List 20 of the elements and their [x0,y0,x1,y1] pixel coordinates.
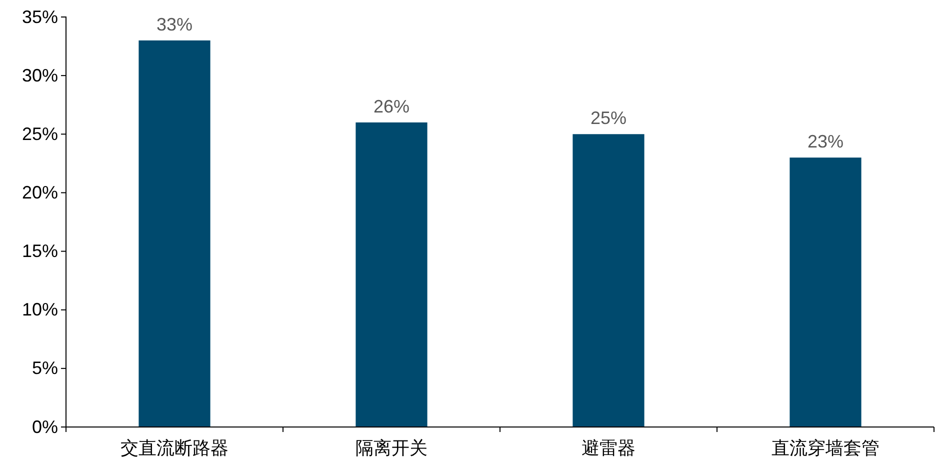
bar [572,134,644,427]
data-label: 26% [373,96,410,116]
y-tick-label: 0% [32,416,58,437]
y-tick-label: 15% [22,241,58,262]
y-tick-label: 35% [22,6,58,27]
bar [356,122,428,427]
x-tick-label: 直流穿墙套管 [772,438,880,458]
y-tick-label: 25% [22,124,58,144]
bar [790,158,862,427]
x-tick-label: 避雷器 [582,438,636,458]
data-label: 25% [590,108,627,128]
data-label: 23% [807,132,844,152]
y-tick-label: 5% [32,358,58,378]
data-label: 33% [156,14,193,34]
y-tick-label: 20% [22,182,58,202]
bar [138,40,210,427]
y-tick-label: 30% [22,65,58,86]
y-tick-label: 10% [22,300,58,320]
x-tick-label: 隔离开关 [356,438,428,458]
x-tick-label: 交直流断路器 [120,438,228,458]
